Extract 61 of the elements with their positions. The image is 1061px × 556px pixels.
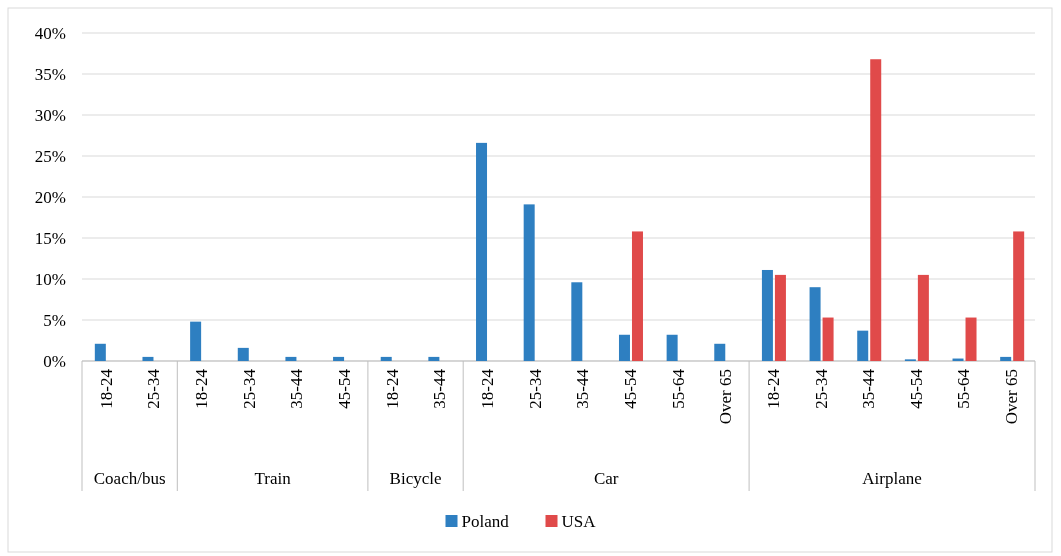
x-tick-label: Over 65 [716, 369, 736, 425]
bar [857, 330, 869, 361]
bar [523, 204, 535, 361]
bar [917, 274, 929, 361]
x-tick-label: Over 65 [1002, 369, 1022, 425]
bar [809, 287, 821, 361]
y-tick-label: 30% [34, 105, 66, 125]
legend-label: USA [561, 511, 597, 531]
text: Train [254, 469, 292, 488]
bar [1013, 231, 1025, 361]
y-tick-label: 0% [43, 351, 66, 371]
bar [571, 282, 583, 361]
bar [190, 321, 202, 361]
x-tick-label: 25-34 [144, 368, 164, 409]
x-tick-label: 18-24 [192, 368, 212, 409]
x-tick-label: 18-24 [96, 368, 116, 409]
bar [870, 59, 882, 361]
bar [822, 317, 834, 361]
text: Car [593, 469, 619, 488]
bar [142, 356, 154, 361]
x-tick-label: 18-24 [763, 368, 783, 409]
x-tick-label: 18-24 [382, 368, 402, 409]
bar [285, 356, 297, 361]
text: Coach/bus [93, 469, 166, 488]
x-tick-label: 18-24 [477, 368, 497, 409]
x-tick-label: 35-44 [430, 368, 450, 409]
x-tick-label: 25-34 [239, 368, 259, 409]
y-tick-label: 25% [34, 146, 66, 166]
bar [714, 343, 726, 361]
x-tick-label: 45-54 [906, 368, 926, 409]
x-tick-label: 35-44 [859, 368, 879, 409]
x-tick-label: 25-34 [525, 368, 545, 409]
text: Airplane [862, 469, 922, 488]
bar [94, 343, 106, 361]
y-tick-label: 5% [43, 310, 66, 330]
bar [380, 356, 392, 361]
legend-label: Poland [461, 511, 510, 531]
y-tick-label: 40% [34, 23, 66, 43]
x-tick-label: 45-54 [620, 368, 640, 409]
y-tick-label: 10% [34, 269, 66, 289]
x-tick-label: 35-44 [287, 368, 307, 409]
x-tick-label: 35-44 [573, 368, 593, 409]
bar [428, 356, 440, 361]
y-tick-label: 20% [34, 187, 66, 207]
x-tick-label: 55-64 [954, 368, 974, 409]
bar [666, 334, 678, 361]
x-tick-label: 45-54 [335, 368, 355, 409]
bar [965, 317, 977, 361]
bar [237, 347, 249, 361]
x-tick-label: 55-64 [668, 368, 688, 409]
bar [618, 334, 630, 361]
bar [631, 231, 643, 361]
bar [1000, 356, 1012, 361]
y-tick-label: 15% [34, 228, 66, 248]
bar [476, 142, 488, 361]
y-tick-label: 35% [34, 64, 66, 84]
bar [774, 274, 786, 361]
x-tick-label: 25-34 [811, 368, 831, 409]
bar [333, 356, 345, 361]
text: Bicycle [389, 469, 442, 488]
bar [761, 269, 773, 361]
